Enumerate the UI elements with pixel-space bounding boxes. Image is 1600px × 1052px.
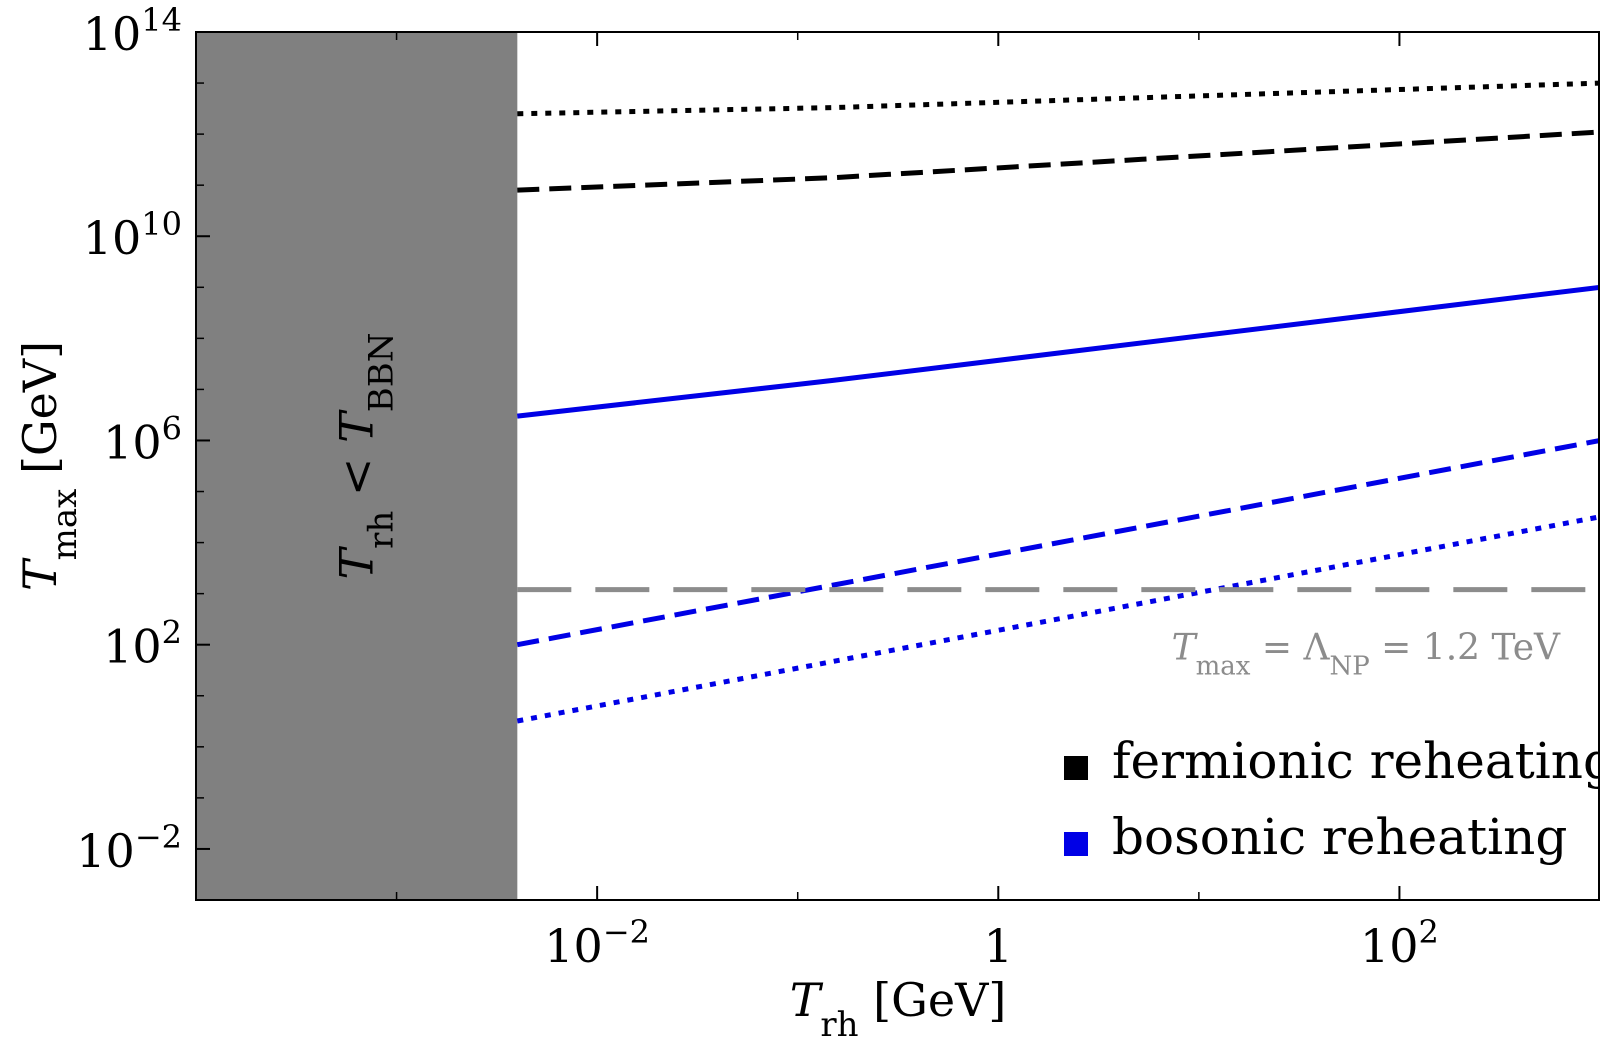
x-axis-label-unit: [GeV] <box>859 973 1007 1027</box>
legend-swatch-0 <box>1064 756 1088 780</box>
y-tick-label: 1010 <box>83 205 182 265</box>
series-line-bosonic-dashed <box>516 438 1600 648</box>
y-axis-label: Tmax [GeV] <box>13 341 85 591</box>
legend-label-1: bosonic reheating <box>1112 808 1567 866</box>
x-tick-label: 10−2 <box>544 913 650 973</box>
y-axis-label-unit: [GeV] <box>13 341 67 489</box>
region-label-sub2: BBN <box>362 332 402 412</box>
series-line-bosonic-dotted <box>516 514 1600 724</box>
tick-layer: 10−2 1 102 10−2 102 106 1010 1014 <box>76 1 1600 973</box>
series-layer <box>516 80 1600 724</box>
ref-label-base: T <box>1172 628 1199 669</box>
region-label-mid: < <box>330 443 384 511</box>
y-tick-label: 106 <box>103 409 182 469</box>
plot-border <box>195 31 1600 901</box>
region-label-base2: T <box>330 409 384 443</box>
x-axis-label-base: T <box>790 973 824 1027</box>
x-axis-label-sub: rh <box>820 1005 858 1045</box>
y-tick-label: 10−2 <box>76 818 182 878</box>
region-label-sub: rh <box>362 511 402 549</box>
region-label-base: T <box>330 546 384 580</box>
y-axis-label-base: T <box>13 557 67 591</box>
excluded-region-layer <box>196 32 518 900</box>
excluded-region-label: Trh < TBBN <box>330 332 402 579</box>
series-line-fermionic-dotted <box>517 80 1600 117</box>
x-axis-label: Trh [GeV] <box>790 973 1007 1045</box>
ref-label-mid: = Λ <box>1250 628 1330 669</box>
ref-label-rest: = 1.2 TeV <box>1370 628 1561 669</box>
y-tick-label: 1014 <box>83 1 182 61</box>
excluded-region-band <box>196 32 518 900</box>
series-line-fermionic-dashed <box>517 129 1600 193</box>
y-axis-label-sub: max <box>45 489 85 561</box>
legend-label-0: fermionic reheating <box>1112 732 1600 790</box>
ref-label-sub: max <box>1196 652 1251 682</box>
x-tick-label: 1 <box>984 919 1013 973</box>
legend-swatch-1 <box>1064 832 1088 856</box>
plot-frame <box>195 31 1600 901</box>
legend: fermionic reheating bosonic reheating <box>1064 732 1600 866</box>
y-tick-label: 102 <box>103 614 182 674</box>
reference-line-label: Tmax = ΛNP = 1.2 TeV <box>1172 628 1561 682</box>
series-line-bosonic-solid <box>517 284 1600 419</box>
ref-label-sub2: NP <box>1329 652 1369 682</box>
x-tick-label: 102 <box>1360 913 1439 973</box>
